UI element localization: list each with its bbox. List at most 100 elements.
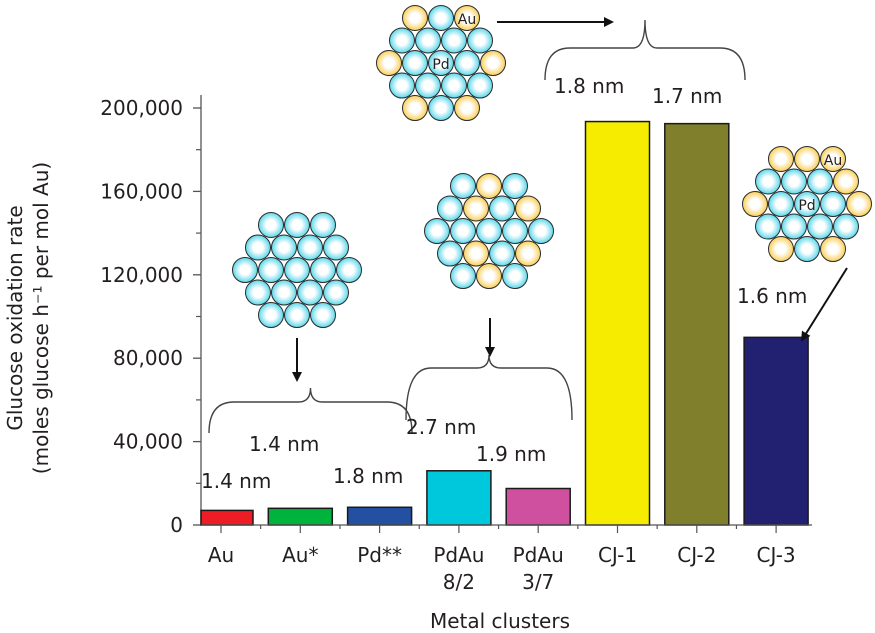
size-annotations: 1.4 nm 1.4 nm 1.8 nm 2.7 nm 1.9 nm 1.8 n… bbox=[201, 74, 807, 493]
au-atom bbox=[376, 50, 402, 76]
pd-atom bbox=[402, 50, 428, 76]
pd-atom bbox=[428, 95, 454, 122]
pd-atom bbox=[755, 168, 781, 195]
size-label-cj3: 1.6 nm bbox=[737, 284, 807, 308]
size-label-au: 1.4 nm bbox=[201, 469, 271, 493]
pd-atom bbox=[437, 195, 463, 222]
pd-atom bbox=[323, 234, 349, 261]
x-axis-title: Metal clusters bbox=[430, 609, 570, 633]
pd-atom bbox=[450, 172, 476, 199]
pd-atom bbox=[467, 72, 493, 99]
x-axis: Au Au* Pd** PdAu 8/2 PdAu 3/7 CJ-1 CJ-2 CJ-3 bbox=[201, 524, 812, 594]
size-label-cj2: 1.7 nm bbox=[652, 84, 722, 108]
arrow-cj3-cluster-to-bar bbox=[800, 267, 848, 342]
au-atom bbox=[846, 191, 872, 217]
size-label-pdau37: 1.9 nm bbox=[476, 442, 546, 466]
pd-atom bbox=[807, 213, 833, 240]
pd-atom bbox=[833, 213, 859, 240]
pd-atom bbox=[415, 27, 441, 54]
pd-atom bbox=[794, 236, 820, 263]
cluster-core-shell-cj3: Au Pd bbox=[742, 145, 872, 263]
size-label-au-star: 1.4 nm bbox=[249, 432, 319, 456]
bar-au bbox=[267, 507, 334, 526]
y-axis-title-line2: (moles glucose h⁻¹ per mol Au) bbox=[29, 162, 53, 474]
pd-atom bbox=[297, 279, 323, 306]
au-atom bbox=[515, 240, 541, 267]
pd-atom bbox=[271, 234, 297, 261]
au-atom bbox=[768, 236, 794, 263]
pd-atom bbox=[428, 4, 454, 31]
pd-atom bbox=[794, 191, 820, 217]
au-atom bbox=[480, 50, 506, 76]
pd-atom bbox=[258, 211, 284, 238]
bar-au bbox=[200, 509, 254, 526]
pd-atom bbox=[755, 213, 781, 240]
pd-atom bbox=[323, 279, 349, 306]
y-tick-label: 40,000 bbox=[113, 430, 183, 454]
pd-atom bbox=[807, 168, 833, 195]
x-tick-label: 8/2 bbox=[443, 570, 475, 594]
y-tick-label: 0 bbox=[170, 513, 183, 537]
brace-core-shell bbox=[544, 19, 746, 81]
y-axis: 0 40,000 80,000 120,000 160,000 200,000 bbox=[100, 95, 202, 537]
pd-atom bbox=[781, 168, 807, 195]
pd-atom bbox=[820, 191, 846, 217]
pd-atom bbox=[284, 302, 310, 329]
y-axis-title-line1: Glucose oxidation rate bbox=[3, 205, 27, 430]
pd-atom bbox=[389, 72, 415, 99]
au-atom bbox=[402, 95, 428, 122]
pd-atom bbox=[476, 218, 502, 244]
y-tick-label: 160,000 bbox=[100, 179, 183, 203]
pd-atom bbox=[450, 218, 476, 244]
pd-atom-label: Pd bbox=[798, 198, 815, 214]
au-atom bbox=[463, 195, 489, 222]
x-tick-label: CJ-2 bbox=[677, 543, 716, 567]
y-tick-label: 120,000 bbox=[100, 263, 183, 287]
pd-atom bbox=[284, 211, 310, 238]
cluster-diagrams: Au Pd Au Pd bbox=[232, 4, 872, 329]
pd-atom bbox=[450, 263, 476, 290]
size-label-pdau82: 2.7 nm bbox=[406, 415, 476, 439]
au-atom bbox=[515, 195, 541, 222]
pd-atom bbox=[454, 50, 480, 76]
pd-atom bbox=[489, 240, 515, 267]
bars bbox=[200, 120, 809, 526]
pd-atom bbox=[528, 218, 554, 244]
x-tick-label: PdAu bbox=[513, 543, 564, 567]
pd-atom bbox=[336, 257, 362, 283]
pd-atom bbox=[245, 234, 271, 261]
au-atom-label: Au bbox=[824, 153, 842, 169]
pd-atom bbox=[441, 72, 467, 99]
bar-cj-3 bbox=[743, 336, 809, 526]
pd-atom bbox=[768, 191, 794, 217]
x-tick-label: CJ-1 bbox=[598, 543, 637, 567]
y-tick-label: 200,000 bbox=[100, 96, 183, 120]
pd-atom-label: Pd bbox=[432, 57, 449, 73]
bar-cj-1 bbox=[584, 120, 651, 526]
pd-atom bbox=[232, 257, 258, 283]
size-label-cj1: 1.8 nm bbox=[554, 74, 624, 98]
au-atom bbox=[476, 263, 502, 290]
pd-atom bbox=[502, 218, 528, 244]
size-label-pd: 1.8 nm bbox=[333, 464, 403, 488]
pd-atom bbox=[437, 240, 463, 267]
pd-atom bbox=[258, 257, 284, 283]
pd-atom bbox=[489, 195, 515, 222]
au-atom bbox=[463, 240, 489, 267]
x-tick-label: Pd** bbox=[357, 543, 402, 567]
au-atom bbox=[820, 236, 846, 263]
au-atom-label: Au bbox=[458, 12, 476, 28]
au-atom bbox=[454, 4, 480, 31]
x-tick-label: CJ-3 bbox=[757, 543, 796, 567]
cluster-core-shell-cj12: Au Pd bbox=[376, 4, 506, 122]
brace-monometallic bbox=[208, 387, 413, 434]
x-tick-label: Au bbox=[208, 543, 234, 567]
x-tick-label: 3/7 bbox=[522, 570, 554, 594]
pd-atom bbox=[424, 218, 450, 244]
au-atom bbox=[768, 145, 794, 172]
pd-atom bbox=[284, 257, 310, 283]
pd-atom bbox=[502, 172, 528, 199]
pd-atom bbox=[271, 279, 297, 306]
brace-alloy bbox=[405, 354, 573, 421]
